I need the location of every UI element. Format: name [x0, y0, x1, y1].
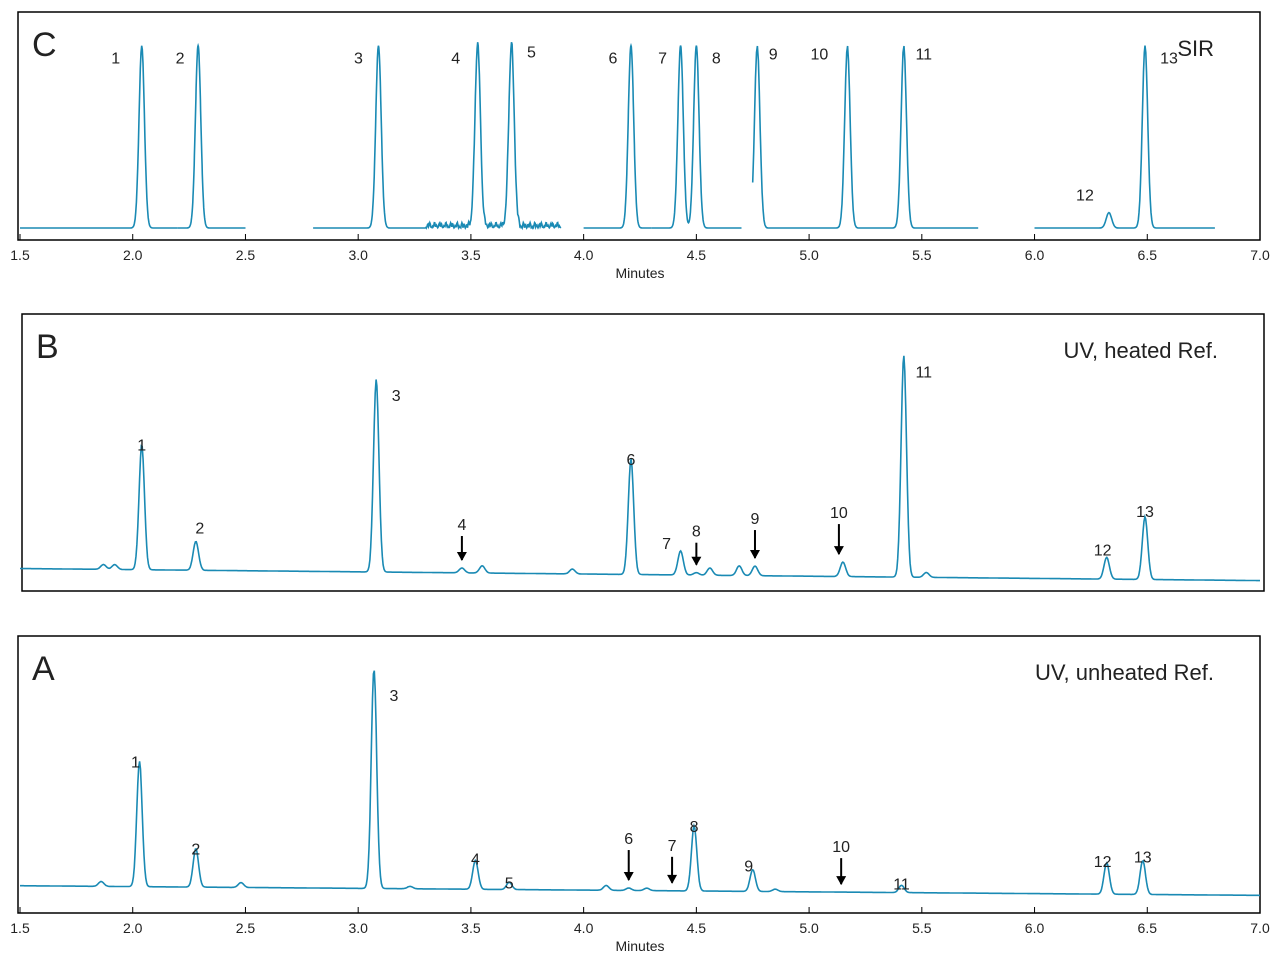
sir-trace-segment: [1034, 45, 1215, 229]
peak-arrowhead: [691, 556, 702, 566]
x-tick-label: 6.0: [1025, 247, 1045, 263]
panel-title: UV, unheated Ref.: [1035, 660, 1214, 685]
x-tick-label: 6.0: [1025, 920, 1045, 936]
peak-label: 8: [712, 51, 721, 68]
peak-label: 5: [505, 875, 514, 892]
peak-label: 6: [627, 452, 636, 469]
x-tick-label: 3.0: [348, 247, 368, 263]
x-tick-label: 4.0: [574, 247, 594, 263]
peak-label: 8: [690, 819, 699, 836]
x-tick-label: 6.5: [1138, 920, 1158, 936]
peak-arrowhead: [623, 872, 634, 882]
peak-label: 2: [176, 51, 185, 68]
uv-trace: [20, 670, 1260, 897]
sir-trace-segment: [425, 41, 562, 231]
panel-title: UV, heated Ref.: [1063, 338, 1218, 363]
x-axis-label: Minutes: [615, 938, 664, 954]
x-tick-label: 5.0: [799, 920, 819, 936]
sir-trace-segment: [20, 45, 178, 229]
sir-trace-segment: [583, 42, 652, 229]
peak-label: 12: [1076, 188, 1094, 205]
panel-frame: [17, 635, 1261, 914]
sir-trace-segment: [651, 45, 742, 229]
peak-label: 11: [915, 364, 932, 381]
peak-label: 3: [354, 51, 363, 68]
peak-arrowhead: [833, 546, 844, 556]
x-tick-label: 3.5: [461, 247, 481, 263]
peak-label: 7: [658, 51, 667, 68]
x-tick-label: 5.0: [799, 247, 819, 263]
peak-label: 1: [111, 51, 120, 68]
peak-label: 2: [191, 842, 200, 859]
panel-letter: A: [32, 650, 55, 688]
peak-label: 9: [751, 511, 760, 528]
peak-arrowhead: [456, 552, 467, 562]
peak-label: 11: [915, 47, 932, 64]
x-tick-label: 3.0: [348, 920, 368, 936]
x-tick-label: 2.0: [123, 247, 143, 263]
x-tick-label: 2.5: [236, 247, 256, 263]
x-tick-label: 1.5: [10, 247, 30, 263]
peak-label: 9: [744, 859, 753, 876]
peak-label: 1: [137, 437, 146, 454]
x-tick-label: 6.5: [1138, 247, 1158, 263]
panel-letter: B: [36, 328, 59, 366]
uv-trace: [20, 355, 1260, 582]
peak-label: 10: [811, 47, 829, 64]
peak-label: 3: [392, 388, 401, 405]
panel-frame: [21, 313, 1265, 592]
x-tick-label: 5.5: [912, 920, 932, 936]
x-tick-label: 4.5: [687, 247, 707, 263]
peak-label: 10: [832, 839, 850, 856]
peak-label: 7: [668, 838, 677, 855]
sir-trace-segment: [313, 45, 426, 229]
sir-trace-segment: [751, 45, 979, 229]
peak-label: 2: [195, 520, 204, 537]
x-axis-label: Minutes: [615, 265, 664, 281]
peak-label: 13: [1160, 51, 1178, 68]
x-tick-label: 4.0: [574, 920, 594, 936]
x-tick-label: 2.5: [236, 920, 256, 936]
panel-letter: C: [32, 26, 57, 64]
panel-title: SIR: [1177, 36, 1214, 61]
peak-arrowhead: [667, 874, 678, 884]
x-tick-label: 3.5: [461, 920, 481, 936]
peak-label: 1: [131, 754, 140, 771]
panel-frame: [17, 11, 1261, 241]
peak-label: 10: [830, 505, 848, 522]
peak-label: 4: [457, 517, 466, 534]
peak-label: 9: [769, 47, 778, 64]
x-tick-label: 4.5: [687, 920, 707, 936]
x-tick-label: 2.0: [123, 920, 143, 936]
peak-label: 5: [527, 45, 536, 62]
peak-label: 13: [1134, 850, 1152, 867]
peak-label: 8: [692, 524, 701, 541]
peak-label: 4: [451, 51, 460, 68]
peak-label: 12: [1094, 854, 1112, 871]
peak-arrowhead: [749, 550, 760, 560]
peak-label: 7: [662, 536, 671, 553]
peak-label: 4: [471, 851, 480, 868]
peak-label: 13: [1136, 504, 1154, 521]
x-tick-label: 7.0: [1250, 920, 1270, 936]
peak-label: 6: [624, 831, 633, 848]
peak-arrowhead: [836, 876, 847, 886]
x-tick-label: 1.5: [10, 920, 30, 936]
sir-trace-segment: [177, 42, 246, 229]
peak-label: 3: [390, 688, 399, 705]
peak-label: 12: [1094, 542, 1112, 559]
x-tick-label: 5.5: [912, 247, 932, 263]
x-tick-label: 7.0: [1250, 247, 1270, 263]
peak-label: 6: [609, 51, 618, 68]
peak-label: 11: [893, 876, 910, 893]
